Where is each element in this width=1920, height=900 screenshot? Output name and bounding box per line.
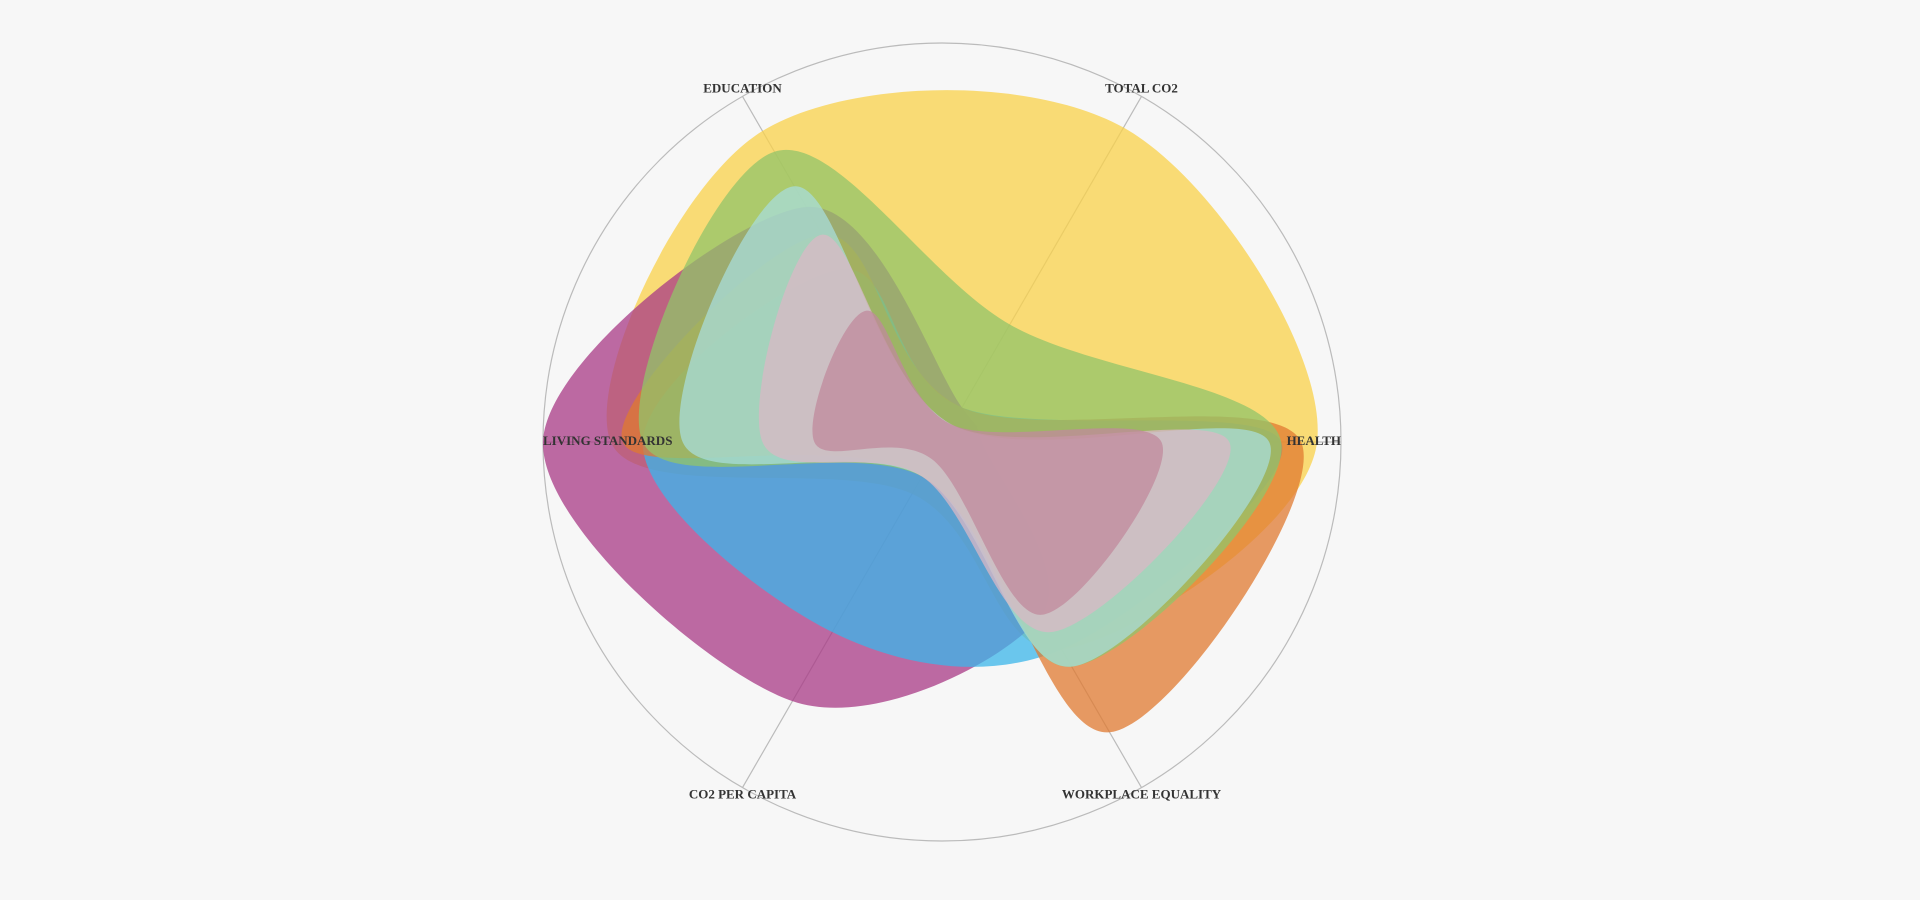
axis-label: TOTAL CO2 <box>1105 80 1178 95</box>
radar-area <box>812 310 1164 615</box>
axis-label: WORKPLACE EQUALITY <box>1062 787 1222 802</box>
axis-label: HEALTH <box>1287 433 1341 448</box>
axis-label: CO2 PER CAPITA <box>689 787 797 802</box>
axis-label: EDUCATION <box>703 80 782 95</box>
axis-label: LIVING STANDARDS <box>543 433 672 448</box>
